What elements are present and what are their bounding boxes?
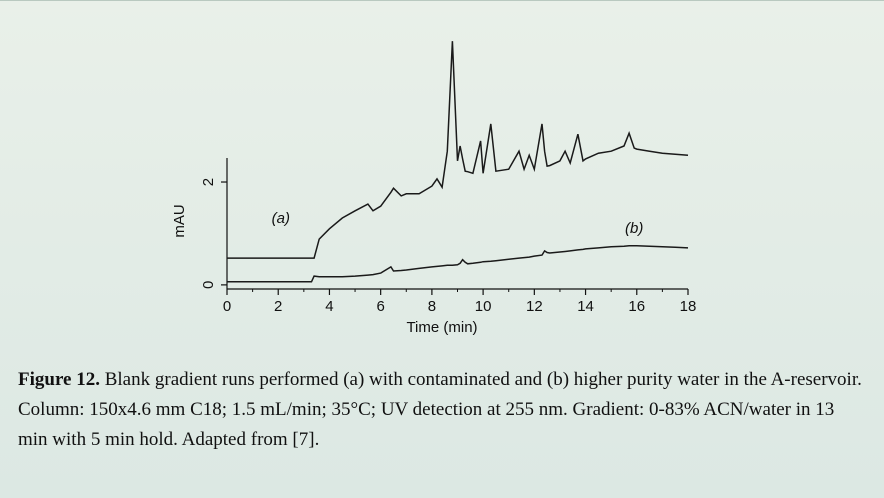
x-tick-label: 16 bbox=[628, 298, 645, 315]
x-tick-label: 12 bbox=[526, 298, 543, 315]
x-tick-label: 14 bbox=[577, 298, 594, 315]
x-tick-label: 6 bbox=[376, 298, 384, 315]
y-tick-label: 0 bbox=[200, 281, 217, 289]
x-tick-label: 18 bbox=[680, 298, 697, 315]
caption-text: Blank gradient runs performed (a) with c… bbox=[18, 369, 862, 450]
chart: Time (min) mAU 0 2 0 2 4 6 8 10 12 14 16 18 (a) (b) bbox=[171, 41, 697, 336]
caption-label: Figure 12. bbox=[18, 369, 100, 390]
x-tick-label: 10 bbox=[475, 298, 492, 315]
caption: Figure 12. Blank gradient runs performed… bbox=[18, 365, 868, 455]
y-axis-label: mAU bbox=[171, 204, 188, 237]
x-tick-label: 2 bbox=[274, 298, 282, 315]
y-tick-label: 2 bbox=[200, 178, 217, 186]
x-axis-label: Time (min) bbox=[406, 319, 477, 336]
series-line bbox=[227, 245, 689, 283]
x-tick-label: 0 bbox=[223, 298, 231, 315]
series-label: (a) bbox=[272, 210, 290, 227]
series-label: (b) bbox=[625, 220, 643, 237]
x-tick-label: 8 bbox=[428, 298, 436, 315]
series-line bbox=[227, 41, 689, 259]
x-tick-label: 4 bbox=[325, 298, 333, 315]
